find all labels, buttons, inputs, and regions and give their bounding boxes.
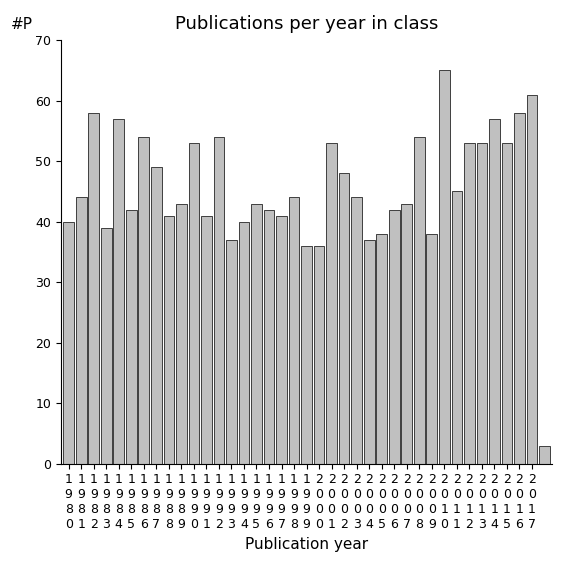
Bar	[251, 204, 262, 464]
Bar	[201, 215, 211, 464]
Bar	[226, 240, 237, 464]
Bar	[151, 167, 162, 464]
Bar	[326, 143, 337, 464]
Bar	[314, 246, 324, 464]
Bar	[464, 143, 475, 464]
Bar	[401, 204, 412, 464]
Bar	[239, 222, 249, 464]
Bar	[527, 95, 538, 464]
Bar	[376, 234, 387, 464]
Bar	[301, 246, 312, 464]
Bar	[364, 240, 375, 464]
Bar	[439, 70, 450, 464]
Bar	[176, 204, 187, 464]
Bar	[189, 143, 199, 464]
Y-axis label: #P: #P	[11, 16, 33, 32]
Bar	[214, 137, 224, 464]
Bar	[476, 143, 487, 464]
Bar	[339, 174, 349, 464]
Bar	[414, 137, 425, 464]
Bar	[76, 197, 87, 464]
Bar	[389, 210, 400, 464]
Title: Publications per year in class: Publications per year in class	[175, 15, 438, 33]
Bar	[426, 234, 437, 464]
Bar	[64, 222, 74, 464]
Bar	[101, 228, 112, 464]
Bar	[502, 143, 512, 464]
Bar	[539, 446, 550, 464]
Bar	[289, 197, 299, 464]
Bar	[276, 215, 287, 464]
Bar	[113, 119, 124, 464]
Bar	[514, 113, 525, 464]
Bar	[126, 210, 137, 464]
Bar	[264, 210, 274, 464]
X-axis label: Publication year: Publication year	[245, 537, 368, 552]
Bar	[138, 137, 149, 464]
Bar	[163, 215, 174, 464]
Bar	[88, 113, 99, 464]
Bar	[489, 119, 500, 464]
Bar	[352, 197, 362, 464]
Bar	[451, 192, 462, 464]
